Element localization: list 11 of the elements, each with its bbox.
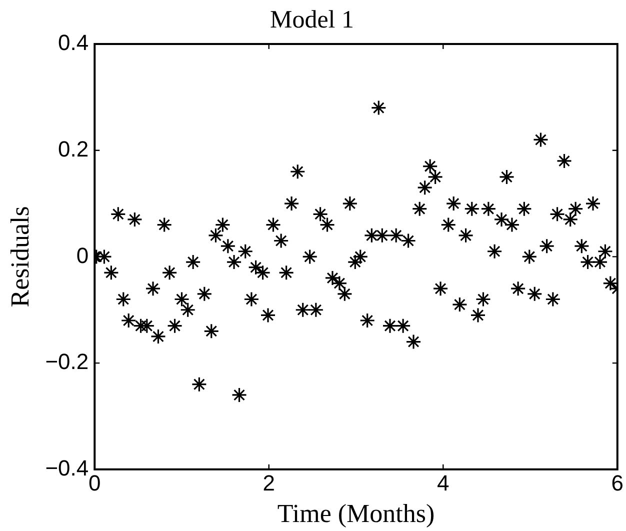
y-tick-label: −0.2 [45, 349, 89, 374]
chart-title: Model 1 [270, 6, 354, 34]
x-axis-title: Time (Months) [277, 499, 435, 528]
y-tick-label: 0.2 [58, 136, 89, 162]
y-tick-label: 0 [76, 242, 89, 268]
y-tick-label: 0.4 [58, 30, 89, 56]
y-tick-label: −0.4 [45, 455, 89, 480]
y-axis-title: Residuals [5, 206, 34, 308]
x-tick-label: 2 [262, 470, 276, 496]
x-tick-label: 6 [611, 470, 624, 496]
x-tick-label: 4 [437, 470, 450, 496]
